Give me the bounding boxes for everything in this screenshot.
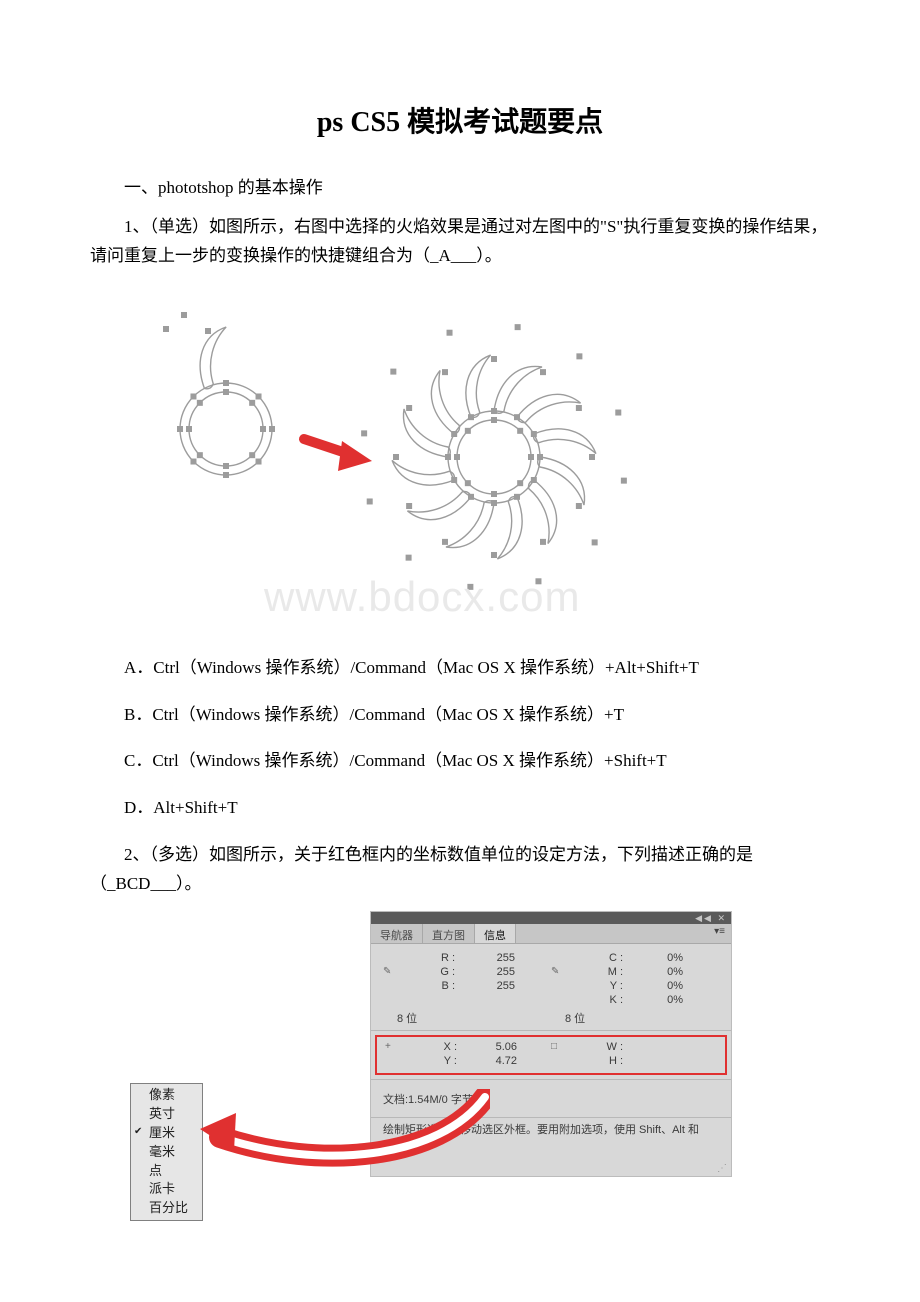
unit-option[interactable]: 毫米 bbox=[131, 1143, 202, 1162]
value-c: 0% bbox=[627, 952, 683, 964]
unit-option[interactable]: 像素 bbox=[131, 1086, 202, 1105]
label-c: C : bbox=[565, 952, 627, 964]
label-w: W : bbox=[565, 1041, 627, 1053]
label-g: G : bbox=[397, 966, 459, 978]
eyedropper-icon-2 bbox=[551, 952, 565, 964]
red-pointer-arrow bbox=[200, 1089, 490, 1189]
q2-figure: ◀◀ ✕ 导航器 直方图 信息 ▾≡ R : 255 C : bbox=[90, 911, 830, 1221]
label-m: M : bbox=[565, 966, 627, 978]
value-y2: 4.72 bbox=[461, 1055, 517, 1067]
tab-navigator[interactable]: 导航器 bbox=[371, 924, 423, 943]
unit-option[interactable]: 厘米 bbox=[131, 1124, 202, 1143]
eyedropper-icon bbox=[383, 952, 397, 964]
value-m: 0% bbox=[627, 966, 683, 978]
label-r: R : bbox=[397, 952, 459, 964]
unit-option[interactable]: 点 bbox=[131, 1162, 202, 1181]
q1-option-d: D．Alt+Shift+T bbox=[90, 794, 830, 823]
q1-stem: 1、（单选）如图所示，右图中选择的火焰效果是通过对左图中的"S"执行重复变换的操… bbox=[90, 213, 830, 271]
eyedropper-glyph: ✎ bbox=[383, 966, 397, 978]
value-x: 5.06 bbox=[461, 1041, 517, 1053]
panel-menu-icon[interactable]: ▾≡ bbox=[714, 924, 731, 943]
label-b: B : bbox=[397, 980, 459, 992]
tab-info[interactable]: 信息 bbox=[475, 924, 516, 943]
q1-option-b: B．Ctrl（Windows 操作系统）/Command（Mac OS X 操作… bbox=[90, 701, 830, 730]
units-popup: 像素英寸厘米毫米点派卡百分比 bbox=[130, 1083, 203, 1221]
label-bits-cmyk: 8 位 bbox=[565, 1010, 627, 1026]
label-y: Y : bbox=[565, 980, 627, 992]
unit-option[interactable]: 英寸 bbox=[131, 1105, 202, 1124]
value-g: 255 bbox=[459, 966, 515, 978]
unit-option[interactable]: 派卡 bbox=[131, 1180, 202, 1199]
selection-icon: □ bbox=[551, 1041, 565, 1053]
panel-body: R : 255 C : 0% ✎ G : 255 bbox=[371, 944, 731, 1088]
value-r: 255 bbox=[459, 952, 515, 964]
label-k: K : bbox=[565, 994, 627, 1006]
q1-figure: www.bdocx.com bbox=[144, 289, 830, 634]
panel-collapse-close-icons[interactable]: ◀◀ ✕ bbox=[695, 913, 727, 924]
value-y: 0% bbox=[627, 980, 683, 992]
value-w bbox=[627, 1041, 683, 1053]
eyedropper-glyph-2: ✎ bbox=[551, 966, 565, 978]
panel-topbar: ◀◀ ✕ bbox=[371, 912, 731, 924]
unit-option[interactable]: 百分比 bbox=[131, 1199, 202, 1218]
page-title: ps CS5 模拟考试题要点 bbox=[90, 100, 830, 140]
q2-stem: 2、（多选）如图所示，关于红色框内的坐标数值单位的设定方法，下列描述正确的是（_… bbox=[90, 841, 830, 899]
panel-tabs: 导航器 直方图 信息 ▾≡ bbox=[371, 924, 731, 944]
value-h bbox=[627, 1055, 683, 1067]
label-y2: Y : bbox=[399, 1055, 461, 1067]
label-bits-rgb: 8 位 bbox=[397, 1010, 459, 1026]
xy-redbox: + X : 5.06 □ W : Y : bbox=[375, 1035, 727, 1075]
q1-option-c: C．Ctrl（Windows 操作系统）/Command（Mac OS X 操作… bbox=[90, 747, 830, 776]
tab-histogram[interactable]: 直方图 bbox=[423, 924, 475, 943]
crosshair-icon: + bbox=[385, 1041, 399, 1053]
label-x: X : bbox=[399, 1041, 461, 1053]
q1-option-a: A．Ctrl（Windows 操作系统）/Command（Mac OS X 操作… bbox=[90, 654, 830, 683]
section-heading: 一、phototshop 的基本操作 bbox=[90, 174, 830, 203]
value-k: 0% bbox=[627, 994, 683, 1006]
flame-transform-diagram bbox=[144, 289, 644, 629]
value-b: 255 bbox=[459, 980, 515, 992]
label-h: H : bbox=[565, 1055, 627, 1067]
